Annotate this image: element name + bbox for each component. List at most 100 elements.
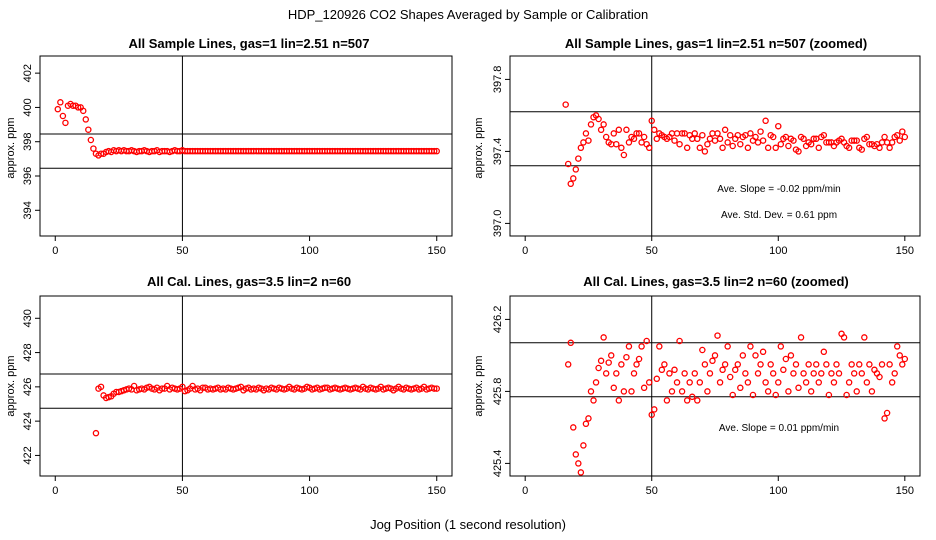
data-point-calibration	[158, 385, 166, 392]
data-point-calibration-zoomed	[886, 361, 893, 368]
data-point-calibration-zoomed	[805, 361, 812, 368]
data-point-sample-zoomed	[757, 128, 764, 135]
data-point-calibration-zoomed	[699, 346, 706, 354]
data-point-sample-zoomed	[899, 128, 906, 135]
data-point-calibration-zoomed	[762, 379, 769, 386]
data-point-sample-zoomed	[564, 160, 572, 168]
data-point-calibration-zoomed	[633, 361, 640, 368]
data-point-calibration-zoomed	[797, 334, 805, 341]
data-point-sample-zoomed	[587, 121, 595, 128]
data-point-calibration-zoomed	[711, 352, 719, 359]
data-point-calibration-zoomed	[881, 415, 888, 422]
data-point-calibration-zoomed	[896, 352, 904, 359]
data-point-calibration-zoomed	[661, 361, 668, 368]
y-axis-label-sample-zoomed: approx. ppm	[473, 117, 485, 178]
data-point-calibration-zoomed	[754, 370, 762, 377]
data-point-sample-zoomed	[888, 139, 896, 146]
data-point-calibration-zoomed	[866, 361, 873, 368]
x-tick-label-sample: 0	[52, 245, 58, 257]
data-point-calibration-zoomed	[688, 393, 696, 401]
data-point-calibration-zoomed	[891, 370, 898, 377]
data-point-calibration-zoomed	[635, 355, 643, 363]
data-point-calibration-zoomed	[724, 343, 731, 350]
data-point-sample-zoomed	[893, 131, 901, 139]
data-point-sample-zoomed	[691, 130, 699, 137]
data-point-calibration-zoomed	[742, 370, 749, 377]
x-tick-label-sample: 100	[300, 245, 318, 257]
data-point-calibration-zoomed	[883, 409, 891, 417]
data-point-sample-zoomed	[759, 137, 767, 144]
data-point-calibration-zoomed	[706, 370, 714, 377]
data-point-calibration-zoomed	[787, 352, 795, 359]
x-tick-label-sample: 150	[428, 245, 446, 257]
y-tick-label-sample: 398	[22, 133, 34, 151]
data-point-calibration-zoomed	[572, 451, 580, 458]
data-point-calibration-zoomed	[602, 370, 610, 377]
data-point-calibration-zoomed	[772, 391, 779, 399]
points-calibration-zoomed	[564, 330, 909, 476]
data-point-sample-zoomed	[721, 126, 729, 134]
y-tick-label-sample-zoomed: 397.4	[492, 138, 504, 166]
data-point-calibration-zoomed	[850, 370, 858, 377]
y-tick-label-calibration: 430	[22, 309, 34, 327]
y-tick-label-sample-zoomed: 397.8	[492, 66, 504, 94]
data-point-calibration-zoomed	[570, 424, 577, 431]
data-point-calibration-zoomed	[564, 361, 572, 368]
data-point-calibration-zoomed	[878, 361, 886, 368]
x-tick-label-sample-zoomed: 150	[896, 245, 914, 257]
plot-frame-sample-zoomed	[509, 55, 921, 237]
y-tick-label-calibration: 428	[22, 343, 34, 361]
data-point-sample-zoomed	[785, 142, 792, 150]
data-point-sample-zoomed	[825, 139, 833, 146]
data-point-sample-zoomed	[633, 130, 640, 137]
panel-calibration-zoomed: All Cal. Lines, gas=3.5 lin=2 n=60 (zoom…	[473, 274, 921, 497]
data-point-sample-zoomed	[863, 133, 871, 141]
data-point-sample-zoomed	[562, 101, 569, 108]
data-point-sample	[59, 112, 67, 120]
data-point-calibration-zoomed	[818, 370, 825, 377]
plot-frame-sample	[39, 55, 453, 237]
data-point-calibration-zoomed	[731, 366, 739, 374]
data-point-calibration-zoomed	[618, 361, 625, 368]
data-point-calibration-zoomed	[620, 388, 628, 395]
annotation-ave-std-dev-sample: Ave. Std. Dev. = 0.61 ppm	[721, 210, 837, 221]
data-point-calibration-zoomed	[648, 411, 655, 419]
y-tick-label-calibration-zoomed: 425.8	[492, 378, 504, 406]
data-point-calibration-zoomed	[678, 388, 686, 395]
data-point-sample	[82, 116, 90, 123]
data-point-sample-zoomed	[790, 137, 797, 144]
data-point-calibration-zoomed	[792, 361, 800, 368]
data-point-calibration-zoomed	[828, 370, 835, 377]
data-point-calibration-zoomed	[747, 343, 754, 350]
data-point-sample-zoomed	[696, 144, 704, 152]
data-point-calibration-zoomed	[613, 370, 620, 377]
points-calibration	[92, 382, 440, 437]
x-tick-label-sample: 50	[176, 245, 188, 257]
data-point-calibration-zoomed	[752, 352, 759, 359]
x-tick-label-calibration: 150	[428, 485, 446, 497]
data-point-calibration-zoomed	[582, 420, 590, 428]
data-point-calibration-zoomed	[673, 379, 681, 386]
data-point-calibration-zoomed	[719, 366, 726, 374]
y-axis-label-calibration-zoomed: approx. ppm	[473, 355, 485, 416]
data-point-sample-zoomed	[671, 137, 678, 144]
data-point-sample-zoomed	[625, 139, 633, 146]
data-point-calibration-zoomed	[899, 361, 906, 368]
data-point-sample-zoomed	[615, 126, 623, 134]
data-point-sample-zoomed	[645, 144, 653, 152]
panel-calibration: All Cal. Lines, gas=3.5 lin=2 n=60 appro…	[5, 274, 453, 497]
data-point-sample-zoomed	[876, 144, 883, 152]
data-point-calibration-zoomed	[630, 370, 638, 377]
data-point-sample-zoomed	[694, 135, 701, 143]
data-point-calibration-zoomed	[726, 373, 734, 381]
plot-frame-calibration	[39, 295, 453, 477]
data-point-calibration-zoomed	[769, 370, 777, 377]
y-tick-label-sample: 400	[22, 98, 34, 116]
data-point-sample-zoomed	[850, 137, 858, 144]
data-point-calibration-zoomed	[861, 334, 868, 341]
data-point-sample-zoomed	[683, 144, 691, 152]
data-point-calibration-zoomed	[775, 379, 782, 386]
data-point-calibration-zoomed	[734, 361, 742, 368]
data-point-calibration-zoomed	[701, 361, 709, 368]
data-point-calibration-zoomed	[580, 442, 587, 449]
